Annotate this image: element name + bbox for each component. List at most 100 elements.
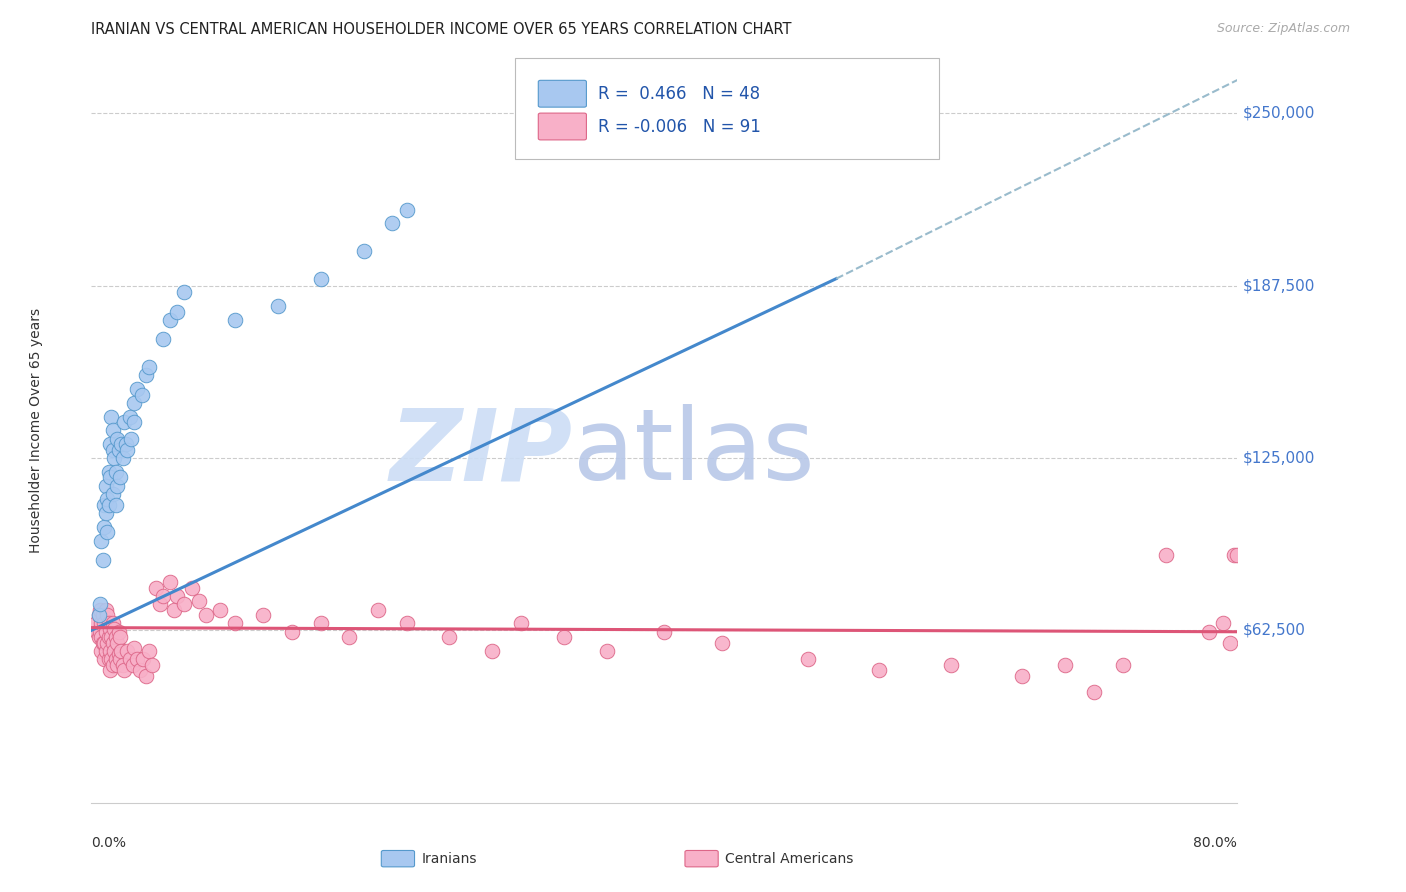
Point bbox=[96, 636, 118, 650]
Text: Iranians: Iranians bbox=[422, 852, 477, 865]
Point bbox=[129, 664, 152, 678]
Point bbox=[138, 644, 160, 658]
Point bbox=[439, 630, 461, 644]
Point bbox=[124, 641, 146, 656]
Point bbox=[98, 664, 121, 678]
Point bbox=[1226, 548, 1249, 562]
Point bbox=[163, 603, 186, 617]
Point bbox=[173, 597, 195, 611]
Point bbox=[127, 652, 149, 666]
Point bbox=[105, 478, 128, 492]
Point bbox=[710, 636, 733, 650]
Text: 0.0%: 0.0% bbox=[91, 837, 127, 850]
Point bbox=[122, 657, 145, 672]
Point bbox=[94, 506, 117, 520]
FancyBboxPatch shape bbox=[538, 113, 586, 140]
Point bbox=[224, 313, 246, 327]
Point bbox=[110, 644, 132, 658]
FancyBboxPatch shape bbox=[516, 58, 939, 159]
Point bbox=[110, 437, 132, 451]
Point bbox=[97, 616, 120, 631]
Point bbox=[98, 437, 121, 451]
Text: Central Americans: Central Americans bbox=[725, 852, 853, 865]
Point bbox=[353, 244, 375, 258]
Point bbox=[105, 636, 128, 650]
Point bbox=[309, 616, 332, 631]
Point bbox=[90, 616, 112, 631]
Point bbox=[96, 608, 118, 623]
Text: ZIP: ZIP bbox=[389, 404, 572, 501]
Point bbox=[112, 415, 135, 429]
Point bbox=[107, 442, 129, 457]
Point bbox=[94, 478, 117, 492]
Point bbox=[98, 622, 121, 636]
Point bbox=[91, 608, 114, 623]
Point bbox=[98, 644, 121, 658]
Point bbox=[97, 498, 120, 512]
Point bbox=[101, 424, 124, 438]
Point bbox=[180, 581, 202, 595]
FancyBboxPatch shape bbox=[685, 850, 718, 867]
Point bbox=[309, 271, 332, 285]
Point bbox=[173, 285, 195, 300]
Point bbox=[101, 657, 124, 672]
Point bbox=[1212, 616, 1234, 631]
Point bbox=[124, 396, 146, 410]
Point bbox=[93, 652, 115, 666]
Text: $125,000: $125,000 bbox=[1243, 450, 1316, 466]
Point bbox=[87, 608, 110, 623]
Point bbox=[131, 387, 153, 401]
Point bbox=[100, 630, 122, 644]
Point bbox=[104, 465, 127, 479]
Point bbox=[111, 657, 134, 672]
Point bbox=[93, 636, 115, 650]
Point bbox=[252, 608, 274, 623]
Point bbox=[90, 630, 112, 644]
Point bbox=[100, 409, 122, 424]
Point bbox=[94, 603, 117, 617]
Point bbox=[138, 359, 160, 374]
Text: atlas: atlas bbox=[572, 404, 814, 501]
Point bbox=[166, 305, 188, 319]
Point bbox=[121, 432, 143, 446]
Point bbox=[596, 644, 619, 658]
Point bbox=[266, 299, 288, 313]
Point bbox=[87, 630, 110, 644]
Text: R = -0.006   N = 91: R = -0.006 N = 91 bbox=[598, 118, 761, 136]
Point bbox=[93, 498, 115, 512]
Point bbox=[1011, 669, 1033, 683]
Point bbox=[1198, 624, 1220, 639]
Point bbox=[120, 652, 142, 666]
Point bbox=[101, 487, 124, 501]
Point bbox=[108, 470, 131, 484]
Point bbox=[108, 652, 131, 666]
Point bbox=[127, 382, 149, 396]
Point bbox=[149, 597, 172, 611]
Point bbox=[395, 202, 418, 217]
Point bbox=[93, 616, 115, 631]
Point bbox=[1111, 657, 1133, 672]
Point bbox=[94, 644, 117, 658]
Point bbox=[89, 597, 111, 611]
Point bbox=[86, 624, 108, 639]
Point bbox=[111, 450, 134, 465]
Point bbox=[107, 647, 129, 661]
Point bbox=[112, 664, 135, 678]
Text: IRANIAN VS CENTRAL AMERICAN HOUSEHOLDER INCOME OVER 65 YEARS CORRELATION CHART: IRANIAN VS CENTRAL AMERICAN HOUSEHOLDER … bbox=[91, 22, 792, 37]
Point bbox=[104, 630, 127, 644]
Point bbox=[159, 575, 181, 590]
Text: Source: ZipAtlas.com: Source: ZipAtlas.com bbox=[1216, 22, 1350, 36]
Point bbox=[94, 624, 117, 639]
Point bbox=[97, 630, 120, 644]
Point bbox=[652, 624, 675, 639]
Point bbox=[101, 442, 124, 457]
Point bbox=[115, 442, 138, 457]
Point bbox=[132, 652, 155, 666]
Point bbox=[868, 664, 890, 678]
Point bbox=[105, 432, 128, 446]
FancyBboxPatch shape bbox=[381, 850, 415, 867]
Point bbox=[98, 470, 121, 484]
Point bbox=[395, 616, 418, 631]
Point bbox=[510, 616, 533, 631]
Point bbox=[114, 437, 136, 451]
